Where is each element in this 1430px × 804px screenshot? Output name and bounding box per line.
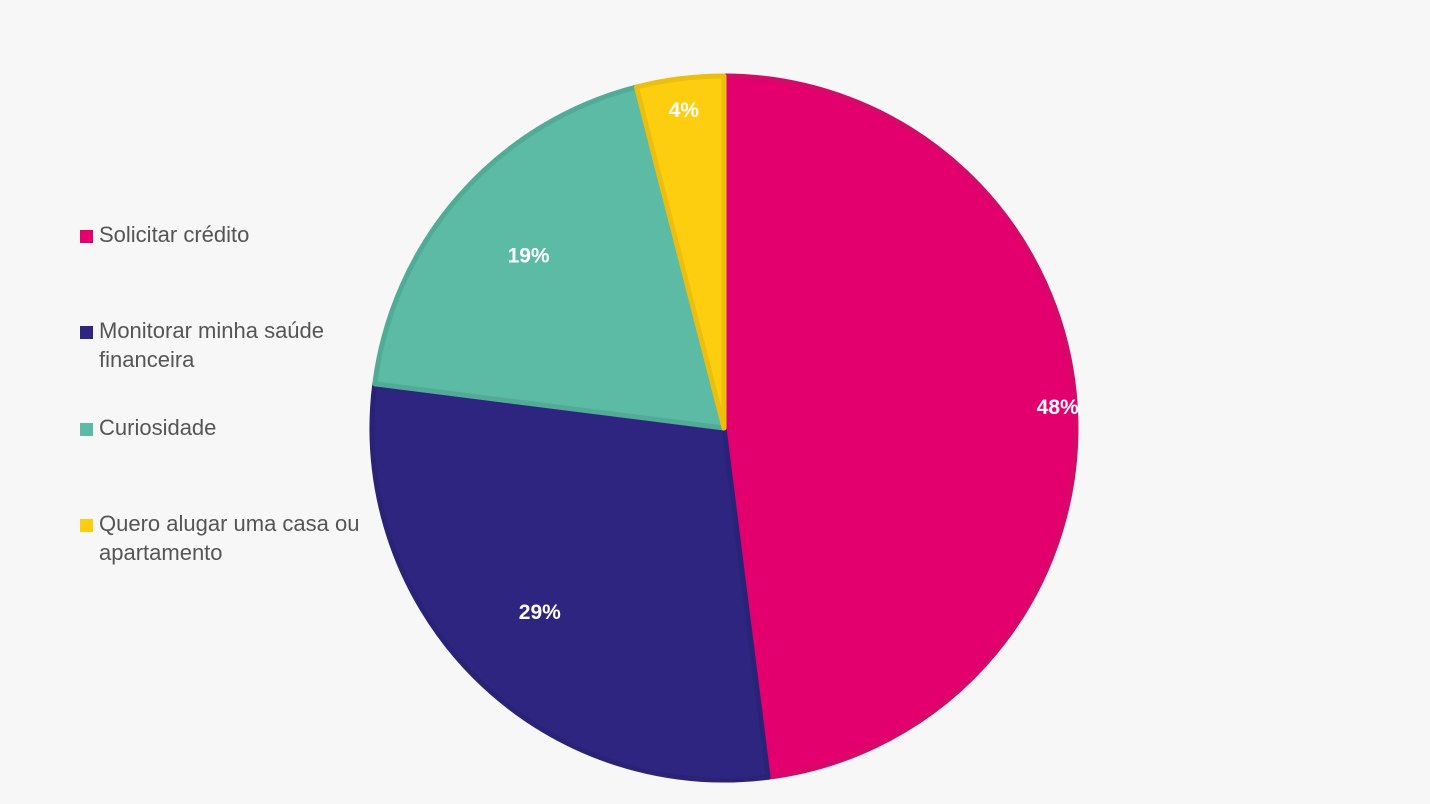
pie-slice-curiosidade <box>372 84 727 431</box>
legend-swatch <box>80 519 93 532</box>
legend-label: Curiosidade <box>99 415 217 440</box>
legend-item-solicitar-credito: Solicitar crédito <box>80 220 369 249</box>
data-label-curiosidade: 19% <box>508 245 550 268</box>
pie-data-labels: 48% 29% 19% 4% <box>508 99 1079 624</box>
legend-swatch <box>80 230 93 243</box>
legend-label: Monitorar minha saúde financeira <box>99 318 325 372</box>
pie-slices <box>369 73 1079 783</box>
pie-slice-alugar <box>633 73 727 431</box>
legend-swatch <box>80 423 93 436</box>
legend-swatch <box>80 326 93 339</box>
legend-item-alugar: Quero alugar uma casa ou apartamento <box>80 509 369 567</box>
data-label-monitorar-saude: 29% <box>519 601 561 624</box>
legend-label: Solicitar crédito <box>99 222 250 247</box>
pie-slice-monitorar-saude <box>369 381 771 783</box>
data-label-alugar: 4% <box>669 99 700 122</box>
legend-item-curiosidade: Curiosidade <box>80 413 369 442</box>
pie-slice-solicitar-credito <box>721 73 1079 780</box>
legend-item-monitorar-saude: Monitorar minha saúde financeira <box>80 316 369 374</box>
legend-label: Quero alugar uma casa ou apartamento <box>99 511 360 565</box>
data-label-solicitar-credito: 48% <box>1037 396 1079 419</box>
